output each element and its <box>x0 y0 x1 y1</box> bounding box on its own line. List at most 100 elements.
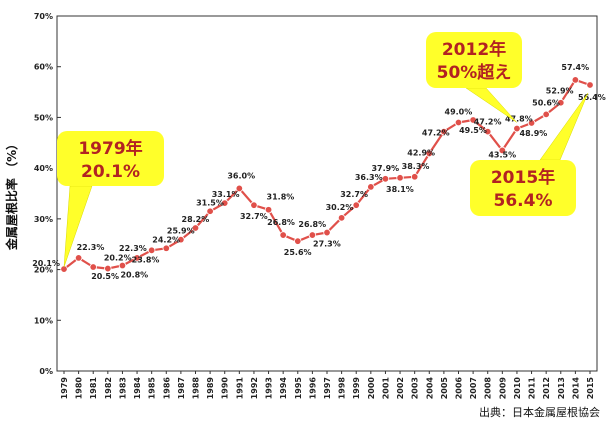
x-tick-label: 2013 <box>557 377 566 399</box>
x-tick-label: 1992 <box>250 377 259 399</box>
data-point <box>118 261 127 270</box>
data-point <box>440 127 448 136</box>
x-tick-label: 1989 <box>206 377 215 400</box>
data-point <box>104 264 112 273</box>
x-tick-label: 2006 <box>455 377 464 400</box>
data-point <box>352 201 360 209</box>
x-tick-label: 1995 <box>294 377 303 400</box>
data-label: 56.4% <box>578 93 606 102</box>
data-point <box>425 149 433 158</box>
data-label: 47.2% <box>422 129 450 138</box>
x-tick-label: 1996 <box>308 377 317 400</box>
callout-line2: 20.1% <box>81 162 140 182</box>
data-point <box>235 184 244 193</box>
x-tick-label: 2008 <box>484 377 493 400</box>
data-label: 36.0% <box>227 171 255 180</box>
x-tick-label: 1999 <box>352 377 361 400</box>
x-tick-label: 2011 <box>528 377 537 400</box>
x-tick-label: 2007 <box>469 377 478 399</box>
data-point <box>410 173 419 181</box>
x-tick-label: 1997 <box>323 377 332 399</box>
data-point <box>542 110 550 119</box>
x-tick-label: 1988 <box>192 377 201 400</box>
data-point <box>513 124 521 133</box>
callout-line2: 56.4% <box>494 191 553 211</box>
x-tick-label: 1994 <box>279 377 288 400</box>
data-point <box>191 224 200 232</box>
x-tick-label: 1991 <box>235 377 244 400</box>
data-label: 25.6% <box>284 248 312 257</box>
x-tick-label: 2014 <box>571 377 580 400</box>
data-label: 27.3% <box>313 240 341 249</box>
x-tick-label: 2002 <box>396 377 405 399</box>
data-point <box>396 174 404 182</box>
x-tick-label: 1980 <box>75 377 84 400</box>
y-axis-title: 金属屋根比率 （%） <box>4 138 19 251</box>
data-point <box>571 76 580 84</box>
data-label: 37.9% <box>371 164 399 173</box>
data-point <box>308 231 317 239</box>
callout-line1: 1979年 <box>78 138 142 159</box>
x-tick-label: 1987 <box>177 377 186 399</box>
source-note: 出典：日本金属屋根協会 <box>479 405 600 419</box>
data-label: 30.2% <box>326 203 354 212</box>
callout-box <box>426 32 522 88</box>
data-label: 23.8% <box>132 255 160 264</box>
x-tick-label: 2015 <box>586 377 595 400</box>
callout-line1: 2012年 <box>442 39 506 60</box>
data-point <box>147 246 156 254</box>
data-label: 32.7% <box>240 212 268 221</box>
x-tick-label: 2010 <box>513 377 522 400</box>
data-label: 57.4% <box>561 63 589 72</box>
data-label: 20.1% <box>32 259 60 268</box>
data-point <box>74 254 83 262</box>
data-label: 20.8% <box>120 271 148 280</box>
data-label: 26.8% <box>298 220 326 229</box>
data-label: 31.5% <box>196 198 224 207</box>
data-label: 22.3% <box>77 243 105 252</box>
data-label: 20.5% <box>91 272 119 281</box>
data-point <box>250 201 258 209</box>
data-label: 47.2% <box>474 118 502 127</box>
x-tick-label: 1993 <box>265 377 274 399</box>
data-point <box>177 235 185 244</box>
y-tick-label: 0% <box>39 367 53 376</box>
data-label: 22.3% <box>119 244 147 253</box>
data-label: 31.8% <box>267 193 295 202</box>
x-axis-ticks: 1979 1980 1981 1982 1983 1984 1985 1986 1987 1988… <box>60 371 595 399</box>
data-label: 20.2% <box>104 254 132 263</box>
data-point <box>381 175 390 183</box>
data-label: 32.7% <box>340 190 368 199</box>
callout-box <box>470 160 576 216</box>
data-point <box>221 199 229 207</box>
data-label: 38.3% <box>402 162 430 171</box>
data-point <box>469 116 477 124</box>
data-label: 52.9% <box>546 87 574 96</box>
y-tick-label: 50% <box>34 113 53 122</box>
data-point <box>323 228 331 237</box>
x-tick-label: 1982 <box>104 377 113 399</box>
data-point <box>294 237 302 245</box>
data-point <box>206 207 214 215</box>
data-point <box>557 99 565 107</box>
data-point <box>367 183 375 191</box>
data-point <box>484 127 492 136</box>
data-label: 26.8% <box>267 218 295 227</box>
data-label: 47.8% <box>505 115 533 124</box>
x-tick-label: 2005 <box>440 377 449 400</box>
data-point <box>133 254 141 262</box>
data-point <box>527 119 536 127</box>
callout-line2: 50%超え <box>437 62 512 83</box>
x-tick-label: 2009 <box>498 377 507 400</box>
x-tick-label: 2012 <box>542 377 551 399</box>
data-label: 38.1% <box>386 185 414 194</box>
x-tick-label: 1986 <box>162 377 171 400</box>
data-point <box>586 81 594 89</box>
callout-line1: 2015年 <box>491 167 555 188</box>
x-tick-label: 2001 <box>381 377 390 400</box>
data-point <box>89 263 97 271</box>
y-tick-label: 30% <box>34 215 53 224</box>
data-label: 49.0% <box>445 108 473 117</box>
